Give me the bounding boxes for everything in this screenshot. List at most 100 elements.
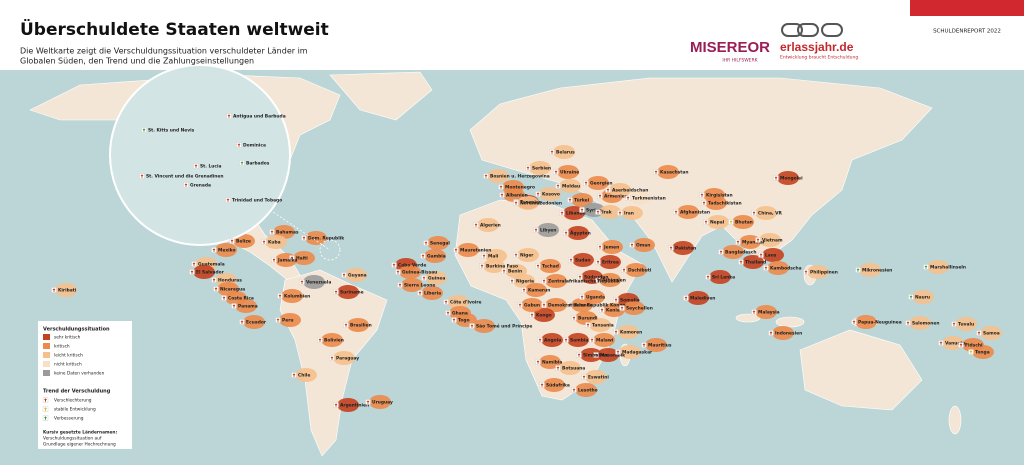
- trend-arrow: [684, 296, 688, 300]
- country-area: [709, 270, 731, 284]
- country-area: [571, 193, 593, 207]
- country-area: [567, 226, 589, 240]
- trend-arrow: [140, 174, 144, 178]
- trend-arrow: [554, 170, 558, 174]
- country-area: [401, 278, 423, 292]
- country-label: Afghanistan: [680, 210, 710, 216]
- erlassjahr-logo: erlassjahr.de: [780, 40, 854, 54]
- country-label: Mongolei: [780, 176, 803, 182]
- country-label: Kamerun: [528, 288, 550, 294]
- country-label: Guyana: [348, 273, 367, 279]
- country-area: [617, 325, 639, 339]
- trend-arrow: [977, 331, 981, 335]
- legend-swatch: [43, 343, 50, 349]
- country-area: [859, 263, 881, 277]
- country-label: Senegal: [430, 241, 450, 247]
- country-label: Dom. Republik: [308, 236, 344, 242]
- trend-arrow: [474, 223, 478, 227]
- legend-swatch: [43, 370, 50, 376]
- country-area: [537, 223, 559, 237]
- country-label: Serbien: [532, 166, 551, 172]
- country-area: [732, 215, 754, 229]
- trend-arrow: [44, 398, 47, 402]
- country-area: [597, 348, 619, 362]
- country-area: [425, 271, 447, 285]
- trend-arrow: [344, 323, 348, 327]
- trend-arrow: [237, 143, 241, 147]
- country-area: [369, 395, 391, 409]
- country-area: [855, 315, 877, 329]
- country-area: [772, 326, 794, 340]
- trend-arrow: [342, 273, 346, 277]
- trend-arrow: [334, 290, 338, 294]
- country-label: Philippinen: [810, 270, 838, 276]
- country-area: [473, 319, 495, 333]
- trend-arrow: [230, 239, 234, 243]
- country-label: Guinea-Bissau: [402, 270, 437, 276]
- legend-label: leicht kritisch: [54, 353, 83, 359]
- country-label: Tansania: [592, 323, 614, 329]
- country-label: Malediven: [690, 296, 715, 302]
- country-label: Dominica: [243, 143, 266, 149]
- trend-arrow: [227, 114, 231, 118]
- country-label: Turkmenistan: [632, 196, 666, 202]
- trend-arrow: [568, 198, 572, 202]
- trend-arrow: [756, 238, 760, 242]
- country-label: Demokratische Republik Kongo: [548, 303, 626, 309]
- country-area: [629, 191, 651, 205]
- trend-arrow: [572, 316, 576, 320]
- country-area: [767, 261, 789, 275]
- country-area: [762, 248, 784, 262]
- trend-arrow: [596, 278, 600, 282]
- country-area: [337, 398, 359, 412]
- country-area: [477, 218, 499, 232]
- trend-arrow: [334, 403, 338, 407]
- trend-arrow: [330, 356, 334, 360]
- trend-arrow: [530, 313, 534, 317]
- country-area: [517, 196, 539, 210]
- trend-arrow: [654, 170, 658, 174]
- country-label: Togo: [458, 318, 470, 324]
- country-area: [399, 265, 421, 279]
- country-area: [559, 361, 581, 375]
- trend-arrow: [564, 231, 568, 235]
- country-label: Mauretanien: [460, 248, 491, 254]
- country-area: [337, 285, 359, 299]
- trend-arrow: [600, 308, 604, 312]
- trend-arrow: [550, 150, 554, 154]
- country-area: [541, 333, 563, 347]
- trend-arrow: [536, 264, 540, 268]
- country-label: Moldau: [562, 184, 580, 190]
- country-label: Marshallinseln: [930, 265, 966, 271]
- country-label: Mikronesien: [862, 268, 892, 274]
- trend-arrow: [606, 188, 610, 192]
- trend-arrow: [398, 283, 402, 287]
- legend-note: Verschuldungssituation auf: [43, 436, 102, 442]
- country-label: Kambodscha: [770, 266, 802, 272]
- country-label: São Tomé und Príncipe: [476, 323, 532, 330]
- trend-arrow: [534, 228, 538, 232]
- trend-arrow: [719, 250, 723, 254]
- country-area: [912, 290, 934, 304]
- country-area: [619, 345, 641, 359]
- trend-arrow: [502, 269, 506, 273]
- country-area: [557, 165, 579, 179]
- trend-arrow: [422, 276, 426, 280]
- country-area: [517, 248, 539, 262]
- country-area: [295, 368, 317, 382]
- country-area: [972, 345, 994, 359]
- country-label: Kiribati: [58, 288, 77, 294]
- trend-arrow: [212, 248, 216, 252]
- trend-arrow: [526, 166, 530, 170]
- country-area: [333, 351, 355, 365]
- trend-arrow: [952, 322, 956, 326]
- country-label: Niger: [520, 253, 534, 259]
- country-area: [55, 283, 77, 297]
- country-label: Angola: [544, 338, 561, 344]
- country-label: Haiti: [296, 256, 308, 262]
- country-label: Venezuela: [306, 280, 331, 286]
- country-area: [487, 169, 509, 183]
- trend-arrow: [702, 201, 706, 205]
- country-label: Ägypten: [570, 230, 591, 237]
